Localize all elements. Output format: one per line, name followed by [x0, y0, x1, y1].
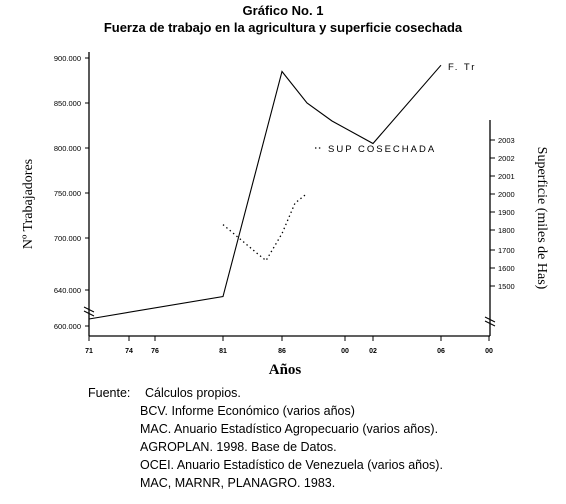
- chart-title: Gráfico No. 1: [242, 3, 324, 18]
- x-tick-label: 76: [151, 348, 159, 355]
- source-line: BCV. Informe Económico (varios años): [140, 404, 355, 418]
- series-line-sup-cosechada: [222, 192, 308, 262]
- source-line: MAC. Anuario Estadístico Agropecuario (v…: [140, 422, 439, 436]
- y-left-tick-label: 900.000: [54, 54, 81, 63]
- y-right-tick-label: 2001: [498, 172, 515, 181]
- y-left-tick-label: 850.000: [54, 99, 81, 108]
- y-left-tick-label: 600.000: [54, 322, 81, 331]
- y-left-tick-label: 800.000: [54, 144, 81, 153]
- y-left-axis-title: Nº Trabajadores: [21, 159, 36, 249]
- y-left-tick-label: 640.000: [54, 286, 81, 295]
- y-right-tick-label: 2002: [498, 154, 515, 163]
- source-label: Fuente:: [88, 386, 131, 400]
- source-line: MAC, MARNR, PLANAGRO. 1983.: [140, 476, 336, 490]
- series-label-f-tr: F. Tr: [448, 62, 476, 73]
- axis-break-mark: [484, 316, 496, 327]
- x-tick-label: 86: [278, 348, 286, 355]
- y-right-tick-label: 1500: [498, 282, 515, 291]
- x-tick-label: 71: [85, 348, 93, 355]
- x-tick-label: 74: [125, 348, 133, 355]
- series-line-f-tr: [88, 64, 442, 320]
- y-right-tick-label: 2000: [498, 190, 515, 199]
- y-right-tick-label: 2003: [498, 136, 515, 145]
- source-line: AGROPLAN. 1998. Base de Datos.: [140, 440, 337, 454]
- x-tick-label: 00: [485, 348, 493, 355]
- x-axis-title: Años: [269, 362, 302, 378]
- y-right-tick-label: 1800: [498, 226, 515, 235]
- y-right-tick-label: 1900: [498, 208, 515, 217]
- x-tick-label: 00: [341, 348, 349, 355]
- y-left-tick-label: 750.000: [54, 189, 81, 198]
- y-right-tick-label: 1600: [498, 264, 515, 273]
- series-label-sup-cosechada: SUP COSECHADA: [328, 144, 436, 155]
- y-left-tick-label: 700.000: [54, 234, 81, 243]
- axis-break-mark: [83, 306, 95, 317]
- source-line: Cálculos propios.: [145, 386, 241, 400]
- y-right-axis-title: Superficie (miles de Has): [534, 147, 549, 290]
- x-tick-label: 06: [437, 348, 445, 355]
- source-line: OCEI. Anuario Estadístico de Venezuela (…: [140, 458, 443, 472]
- chart-subtitle: Fuerza de trabajo en la agricultura y su…: [103, 20, 463, 35]
- x-tick-label: 02: [369, 348, 377, 355]
- y-right-tick-label: 1700: [498, 246, 515, 255]
- x-tick-label: 81: [219, 348, 227, 355]
